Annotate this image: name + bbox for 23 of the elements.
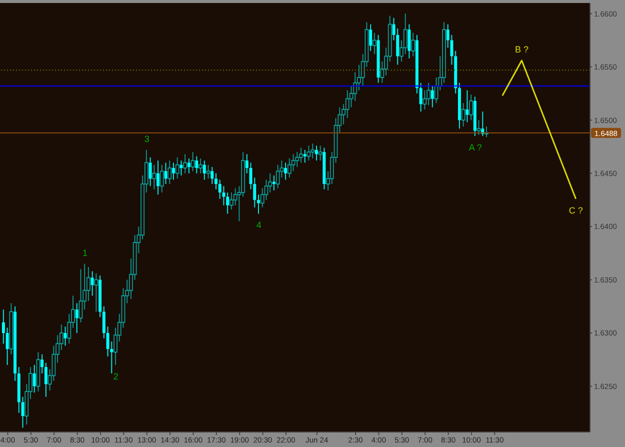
candlestick xyxy=(419,82,422,112)
candlestick xyxy=(102,306,106,339)
annotation: 3 xyxy=(144,134,150,144)
candlestick xyxy=(195,156,198,174)
annotation: A ? xyxy=(468,142,482,152)
candlestick xyxy=(64,326,67,346)
candlestick xyxy=(2,309,5,344)
candlestick xyxy=(75,302,78,334)
candlestick xyxy=(90,270,94,296)
candlestick xyxy=(466,90,469,123)
annotation: B ? xyxy=(514,44,528,54)
candlestick xyxy=(303,149,306,164)
candlestick xyxy=(210,166,214,184)
candlestick xyxy=(180,160,183,176)
candlestick xyxy=(226,192,230,214)
candlestick xyxy=(148,156,152,187)
candlestick xyxy=(214,172,218,190)
annotation: 1 xyxy=(82,248,88,258)
annotation: 4 xyxy=(256,220,262,230)
candlestick xyxy=(164,162,168,184)
annotation: 2 xyxy=(113,371,118,382)
candlestick xyxy=(408,24,411,59)
annotation: C ? xyxy=(568,205,583,216)
